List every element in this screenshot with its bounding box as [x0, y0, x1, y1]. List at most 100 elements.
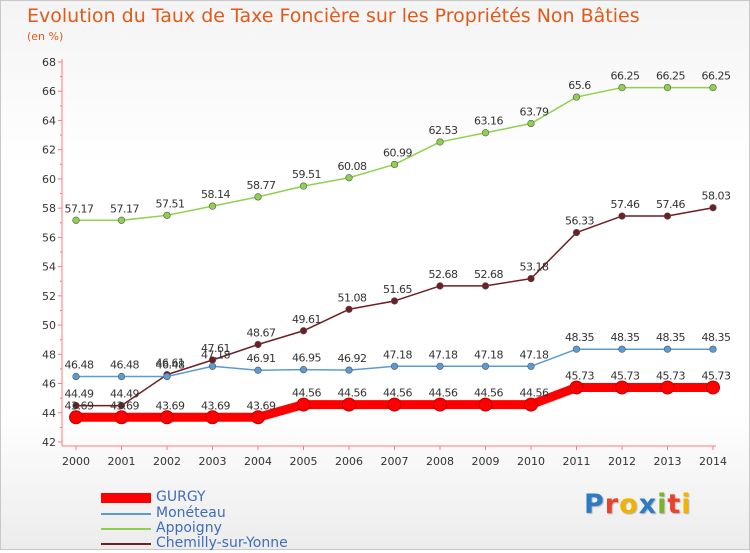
y-tick-label: 62 [42, 144, 56, 157]
y-tick-label: 60 [42, 173, 56, 186]
data-point [299, 366, 308, 374]
data-label: 57.46 [656, 198, 685, 211]
data-point [615, 380, 629, 395]
data-label: 60.99 [383, 146, 412, 159]
legend-swatch [101, 513, 151, 515]
data-label: 57.46 [611, 198, 640, 211]
data-point [527, 362, 535, 370]
legend-swatch [101, 543, 151, 545]
data-point [618, 212, 626, 220]
data-label: 45.73 [565, 369, 594, 382]
data-point [254, 193, 262, 201]
x-tick-label: 2008 [426, 455, 454, 468]
data-point [660, 380, 675, 395]
data-label: 58.14 [201, 188, 230, 201]
data-label: 57.51 [156, 197, 185, 210]
data-label: 47.18 [520, 348, 549, 361]
data-label: 43.69 [201, 399, 230, 412]
data-point [569, 380, 584, 395]
data-label: 56.33 [565, 215, 594, 228]
data-label: 46.95 [292, 352, 321, 365]
logo-letter: P [584, 489, 605, 520]
data-label: 66.25 [611, 70, 640, 83]
data-point [254, 340, 262, 349]
data-point [342, 397, 356, 412]
data-label: 43.69 [247, 399, 276, 412]
data-point [709, 204, 717, 212]
data-label: 57.17 [65, 202, 94, 215]
data-label: 46.48 [110, 359, 139, 372]
data-point [345, 174, 353, 182]
data-label: 45.73 [656, 369, 685, 382]
data-point [117, 216, 126, 224]
x-tick-label: 2002 [153, 455, 181, 468]
data-label: 51.65 [383, 283, 412, 296]
data-label: 58.03 [702, 190, 731, 203]
data-label: 66.25 [656, 70, 685, 83]
data-label: 46.91 [247, 352, 276, 365]
x-tick-label: 2013 [654, 455, 682, 468]
data-point [709, 83, 717, 92]
data-point [208, 362, 217, 370]
data-point [299, 182, 308, 190]
data-point [72, 372, 80, 381]
data-point [163, 211, 171, 219]
data-label: 46.92 [338, 352, 367, 365]
logo-letter: t [667, 489, 682, 520]
data-point [117, 372, 126, 381]
data-point [163, 372, 171, 381]
data-point [481, 362, 490, 370]
data-point [208, 202, 217, 210]
data-point [618, 83, 626, 92]
data-label: 53.18 [520, 261, 549, 274]
y-tick-label: 58 [42, 202, 56, 215]
legend-label: Appoigny [156, 520, 222, 536]
data-point [436, 282, 444, 290]
x-tick-label: 2011 [563, 455, 591, 468]
proxiti-logo: Proxiti [584, 489, 692, 520]
data-point [345, 305, 353, 313]
logo-letter: i [681, 489, 692, 520]
data-label: 52.68 [474, 268, 503, 281]
data-label: 48.67 [247, 327, 276, 340]
data-point [663, 83, 672, 92]
data-point [663, 212, 672, 220]
data-point [527, 275, 535, 283]
legend-swatch [101, 528, 151, 530]
y-tick-label: 44 [42, 407, 56, 420]
data-point [117, 402, 126, 410]
data-label: 48.35 [565, 331, 594, 344]
data-point [72, 216, 80, 224]
data-point [436, 138, 444, 146]
data-point [390, 160, 399, 169]
data-point [390, 297, 399, 305]
y-tick-label: 46 [42, 378, 56, 391]
data-point [72, 402, 80, 410]
data-point [254, 366, 262, 374]
data-label: 46.61 [156, 357, 185, 370]
x-tick-label: 2007 [381, 455, 409, 468]
data-label: 63.16 [474, 115, 503, 128]
data-point [618, 345, 626, 353]
data-label: 44.56 [383, 387, 412, 400]
data-label: 52.68 [429, 268, 458, 281]
data-label: 63.79 [520, 106, 549, 119]
data-point [481, 282, 490, 290]
data-point [527, 119, 535, 128]
x-tick-label: 2006 [335, 455, 363, 468]
logo-letter: r [604, 489, 620, 520]
data-point [345, 366, 353, 374]
data-label: 66.25 [702, 70, 731, 83]
data-label: 51.08 [338, 291, 367, 304]
data-label: 47.61 [201, 342, 230, 355]
data-label: 47.18 [383, 348, 412, 361]
x-tick-label: 2003 [199, 455, 227, 468]
x-tick-label: 2005 [290, 455, 318, 468]
data-point [572, 345, 581, 353]
y-tick-label: 66 [42, 85, 56, 98]
data-label: 48.35 [702, 331, 731, 344]
data-point [114, 410, 129, 425]
data-point [436, 362, 444, 370]
data-point [572, 93, 581, 101]
